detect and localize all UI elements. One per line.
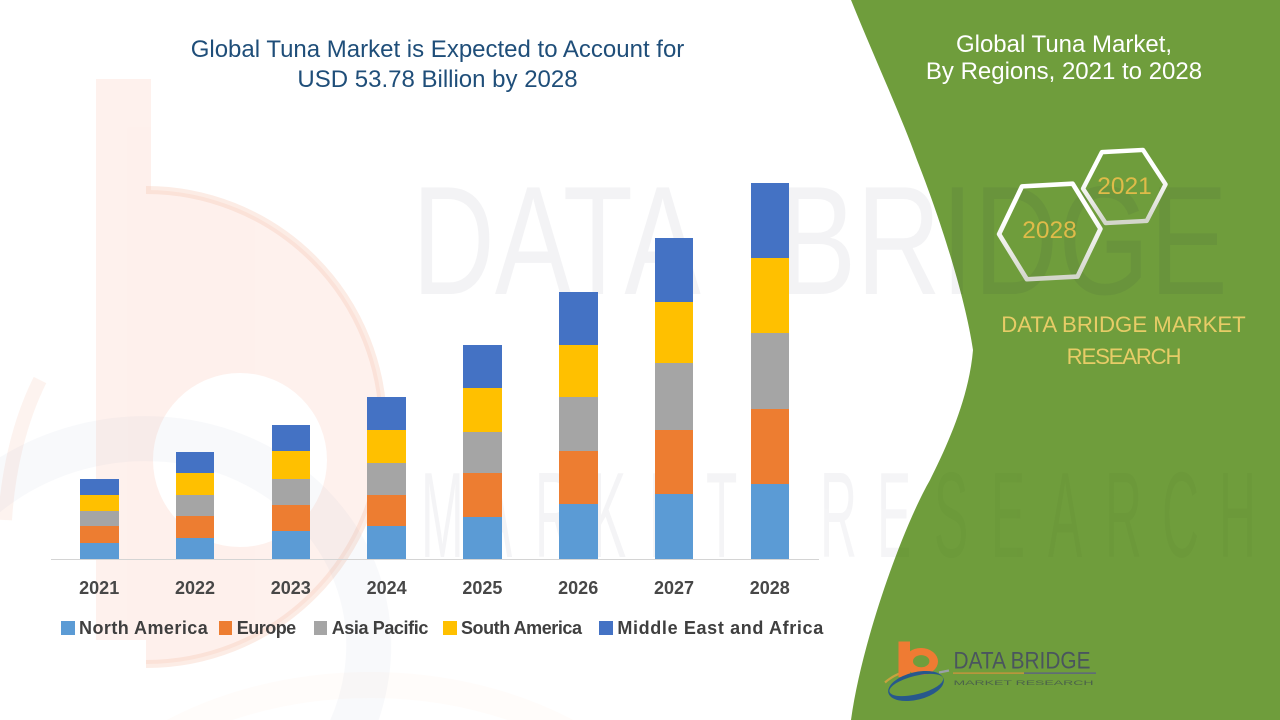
svg-text:MARKET RESEARCH: MARKET RESEARCH xyxy=(954,680,1094,687)
svg-text:DATA: DATA xyxy=(412,154,701,327)
svg-text:DATA BRIDGE: DATA BRIDGE xyxy=(954,648,1091,675)
